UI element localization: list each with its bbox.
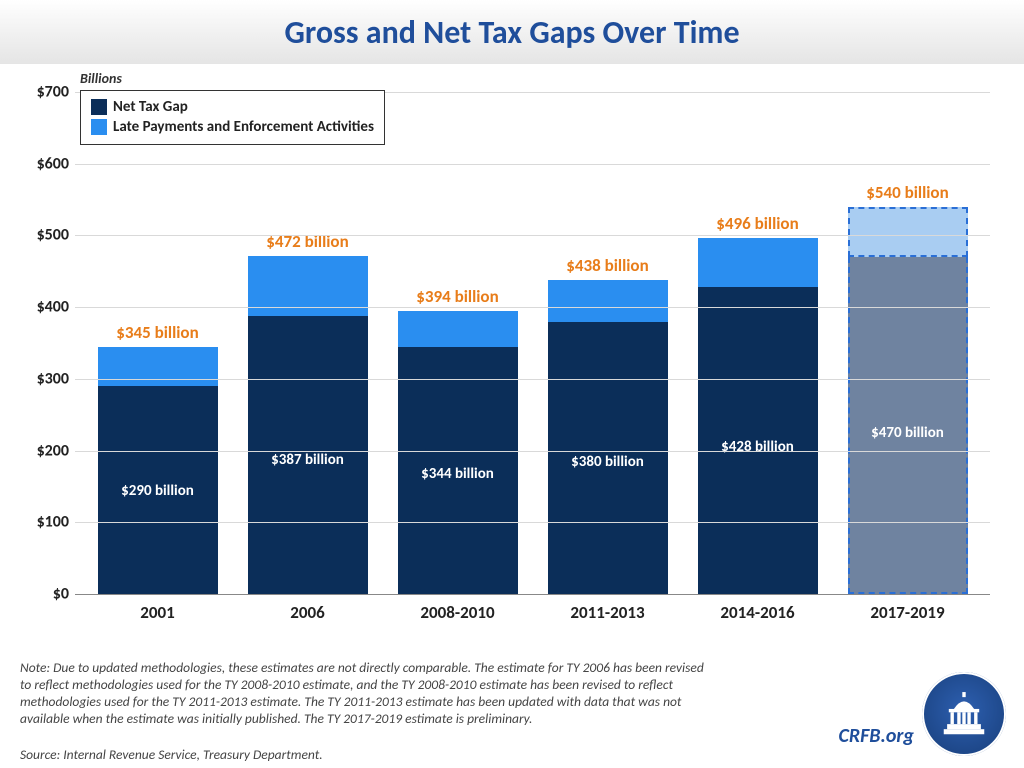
capitol-icon (937, 687, 991, 741)
bar-net-value-label: $387 billion (248, 451, 368, 469)
legend-label: Late Payments and Enforcement Activities (113, 117, 374, 137)
slide: Gross and Net Tax Gaps Over Time Billion… (0, 0, 1024, 768)
bar-segment-late (548, 280, 668, 322)
bar-segment-late (398, 311, 518, 347)
chart: Billions $290 billion$345 billion2001$38… (20, 70, 1004, 630)
y-tick-label: $0 (53, 585, 69, 604)
bar-total-value-label: $496 billion (662, 213, 854, 234)
bar-total-value-label: $540 billion (812, 182, 1004, 203)
gridline (75, 164, 990, 165)
bar-segment-late (848, 207, 968, 257)
legend-item: Late Payments and Enforcement Activities (91, 117, 374, 137)
y-tick-label: $100 (37, 513, 69, 532)
chart-title: Gross and Net Tax Gaps Over Time (284, 13, 739, 52)
bar-segment-late (98, 347, 218, 386)
bar-net-value-label: $344 billion (398, 465, 518, 483)
legend-swatch (91, 119, 107, 135)
bar-total-value-label: $345 billion (62, 322, 254, 343)
bar-total-value-label: $472 billion (212, 231, 404, 252)
gridline (75, 594, 990, 595)
crfb-logo-icon (922, 672, 1006, 756)
bar-net-value-label: $428 billion (698, 438, 818, 456)
bar-total-value-label: $438 billion (512, 255, 704, 276)
bar-net-value-label: $470 billion (848, 424, 968, 442)
gridline (75, 235, 990, 236)
source-line: Source: Internal Revenue Service, Treasu… (20, 746, 323, 763)
gridline (75, 307, 990, 308)
y-tick-label: $600 (37, 154, 69, 173)
title-bar: Gross and Net Tax Gaps Over Time (0, 0, 1024, 64)
plot-area: $290 billion$345 billion2001$387 billion… (75, 92, 990, 594)
legend-swatch (91, 99, 107, 115)
bar-net-value-label: $380 billion (548, 453, 668, 471)
y-tick-label: $400 (37, 298, 69, 317)
legend-label: Net Tax Gap (113, 97, 188, 117)
y-tick-label: $200 (37, 441, 69, 460)
gridline (75, 379, 990, 380)
y-tick-label: $500 (37, 226, 69, 245)
footnote: Note: Due to updated methodologies, thes… (20, 660, 710, 728)
x-tick-label: 2017-2019 (812, 602, 1004, 623)
y-tick-label: $700 (37, 83, 69, 102)
gridline (75, 451, 990, 452)
bar-net-value-label: $290 billion (98, 482, 218, 500)
bars-layer: $290 billion$345 billion2001$387 billion… (75, 92, 990, 594)
y-tick-label: $300 (37, 369, 69, 388)
legend: Net Tax GapLate Payments and Enforcement… (80, 90, 385, 145)
gridline (75, 522, 990, 523)
legend-item: Net Tax Gap (91, 97, 374, 117)
bar-total-value-label: $394 billion (362, 286, 554, 307)
brand-label: CRFB.org (838, 724, 914, 748)
y-axis-unit-label: Billions (80, 70, 122, 87)
bar-segment-late (698, 238, 818, 287)
